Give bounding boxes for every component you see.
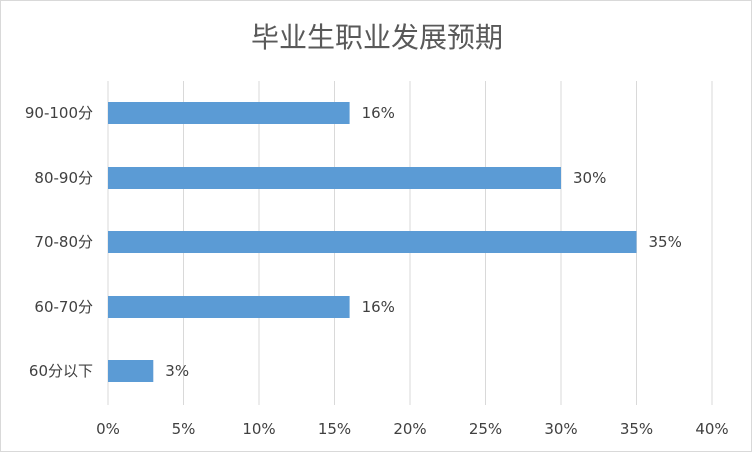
data-label: 16% (362, 104, 395, 122)
category-label: 60-70分 (34, 298, 93, 316)
data-label: 16% (362, 298, 395, 316)
x-tick-label: 10% (242, 420, 275, 438)
data-label: 35% (649, 233, 682, 251)
bars (108, 102, 637, 382)
data-label: 3% (165, 362, 189, 380)
x-tick-label: 20% (393, 420, 426, 438)
bar (108, 167, 561, 189)
x-tick-label: 5% (172, 420, 196, 438)
bar (108, 231, 637, 253)
category-label: 80-90分 (34, 169, 93, 187)
x-tick-label: 40% (695, 420, 728, 438)
bar (108, 102, 350, 124)
x-tick-labels: 0% 5% 10% 15% 20% 25% 30% 35% 40% (96, 420, 729, 438)
x-tick-label: 35% (620, 420, 653, 438)
bar (108, 296, 350, 318)
data-labels: 16% 30% 35% 16% 3% (165, 104, 682, 380)
x-tick-label: 15% (318, 420, 351, 438)
bar (108, 360, 154, 382)
x-tick-label: 25% (469, 420, 502, 438)
data-label: 30% (573, 169, 606, 187)
category-labels: 90-100分 80-90分 70-80分 60-70分 60分以下 (25, 104, 93, 380)
category-label: 60分以下 (29, 362, 93, 380)
x-tick-label: 30% (544, 420, 577, 438)
x-tick-label: 0% (96, 420, 120, 438)
category-label: 70-80分 (34, 233, 93, 251)
chart-title: 毕业生职业发展预期 (251, 21, 503, 54)
category-label: 90-100分 (25, 104, 93, 122)
